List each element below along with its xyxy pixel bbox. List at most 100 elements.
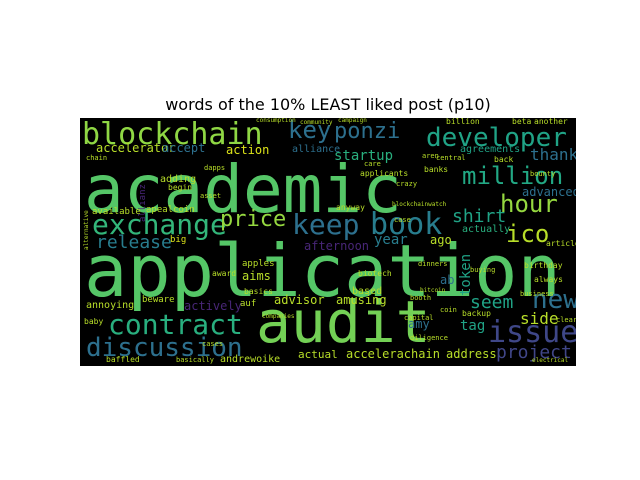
word-dinners: dinners	[418, 260, 448, 268]
word-coin: coin	[440, 306, 457, 314]
word-baby: baby	[84, 317, 103, 326]
word-care: care	[364, 160, 381, 168]
word-bounty: bounty	[530, 170, 555, 178]
word-annoying: annoying	[86, 300, 134, 311]
word-electrical: electrical	[532, 357, 569, 364]
word-accept: accept	[162, 141, 205, 155]
word-blockchainwatch: blockchainwatch	[392, 201, 447, 208]
word-keep: keep	[292, 208, 359, 241]
word-contract: contract	[108, 308, 243, 341]
word-thank: thank	[530, 145, 579, 164]
word-community: community	[300, 119, 333, 126]
word-side: side	[520, 309, 559, 328]
word-blockchain: blockchain	[82, 117, 263, 152]
word-agreements: agreements	[460, 144, 520, 155]
word-token: token	[458, 254, 474, 296]
word-article: article	[546, 239, 580, 248]
word-available: available	[92, 207, 141, 217]
word-action: action	[226, 143, 269, 157]
word-amy: amy	[408, 317, 430, 331]
word-developer: developer	[426, 123, 567, 153]
word-allianz: allianz	[138, 184, 148, 222]
word-issue: issue	[488, 315, 578, 350]
word-companies: companies	[262, 313, 295, 320]
word-aren: aren	[422, 152, 439, 160]
word-aims: aims	[242, 269, 271, 283]
word-bitcoin: bitcoin	[420, 287, 446, 294]
word-anyway: anyway	[336, 203, 365, 212]
word-release: release	[96, 232, 172, 253]
word-beware: beware	[142, 295, 175, 305]
word-adding: adding	[160, 174, 196, 185]
word-hour: hour	[500, 190, 558, 218]
word-award: award	[212, 269, 236, 278]
word-dapps: dapps	[204, 164, 225, 172]
word-billion: billion	[446, 117, 480, 126]
word-birthday: birthday	[524, 261, 563, 270]
word-seem: seem	[470, 292, 513, 313]
word-buying: buying	[470, 266, 495, 274]
wordcloud-background	[80, 118, 576, 366]
word-andrewoike: andrewoike	[220, 354, 280, 365]
word-ab: ab	[440, 273, 454, 287]
word-address: address	[446, 347, 497, 361]
word-baffled: baffled	[106, 355, 140, 364]
word-always: always	[534, 275, 563, 284]
word-ago: ago	[430, 233, 452, 247]
word-key: key	[288, 116, 331, 144]
word-project: project	[496, 342, 572, 363]
word-price: price	[220, 207, 286, 232]
word-capital: capital	[404, 314, 434, 322]
word-auf: auf	[240, 299, 256, 309]
word-campaign: campaign	[338, 117, 367, 124]
word-amusing: amusing	[336, 293, 387, 307]
word-alternative: alternative	[83, 210, 90, 250]
word-afternoon: afternoon	[304, 239, 369, 253]
word-ico: ico	[506, 220, 549, 248]
word-biotech: biotech	[358, 269, 392, 278]
word-booth: booth	[410, 294, 431, 302]
word-academic: academic	[84, 151, 402, 228]
word-million: million	[462, 162, 563, 190]
word-discussion: discussion	[86, 333, 243, 363]
word-accelerachain: accelerachain	[346, 347, 440, 361]
word-actively: actively	[184, 299, 242, 313]
word-new: new	[532, 285, 579, 315]
word-audit: audit	[256, 288, 431, 356]
word-advanced: advanced	[522, 185, 580, 199]
word-banks: banks	[424, 165, 448, 174]
word-asset: asset	[200, 192, 221, 200]
word-startup: startup	[334, 148, 393, 164]
word-advisor: advisor	[274, 293, 325, 307]
word-exchange: exchange	[92, 208, 227, 241]
word-back: back	[494, 155, 513, 164]
word-begin: begin	[168, 183, 192, 192]
word-backup: backup	[462, 309, 491, 318]
word-apealcoin: apealcoin	[146, 205, 195, 215]
word-application: application	[84, 229, 561, 313]
word-book: book	[370, 207, 442, 242]
word-consumption: consumption	[256, 117, 296, 124]
word-basics: basics	[244, 287, 273, 296]
word-another: another	[534, 117, 568, 126]
word-central: central	[436, 154, 466, 162]
word-basically: basically	[176, 356, 214, 364]
word-alliance: alliance	[292, 144, 340, 155]
word-business: business	[520, 290, 554, 298]
word-applicants: applicants	[360, 169, 408, 178]
word-apples: apples	[242, 259, 275, 269]
chart-title: words of the 10% LEAST liked post (p10)	[165, 95, 491, 114]
word-diligence: diligence	[410, 334, 448, 342]
word-year: year	[374, 232, 408, 248]
word-accelerator: accelerator	[96, 141, 175, 155]
word-cases: cases	[202, 340, 223, 348]
word-beta: beta	[512, 117, 531, 126]
word-actually: actually	[462, 224, 510, 235]
word-shirt: shirt	[452, 206, 506, 227]
word-case: case	[394, 216, 411, 224]
word-ponzi: ponzi	[334, 119, 400, 144]
word-chain: chain	[86, 154, 107, 162]
word-tag: tag	[460, 318, 485, 334]
